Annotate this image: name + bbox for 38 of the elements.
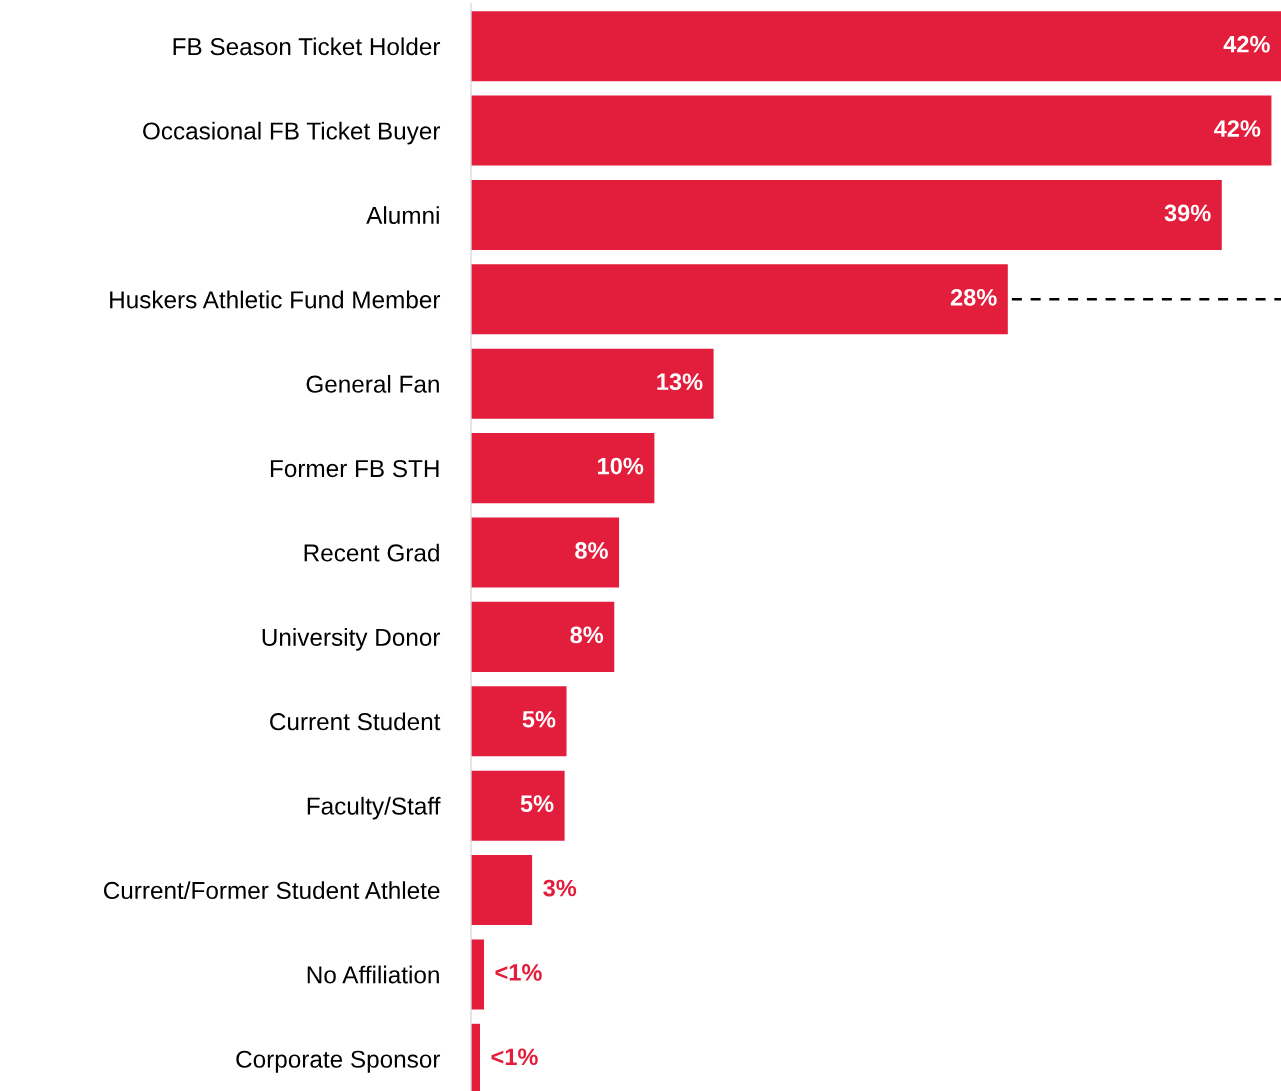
bar xyxy=(471,179,1222,250)
bar xyxy=(471,95,1272,166)
y-tick-label: Huskers Athletic Fund Member xyxy=(110,290,441,309)
y-tick-label: Recent Grad xyxy=(304,543,439,562)
bar xyxy=(471,348,714,419)
data-label: 28% xyxy=(950,288,997,306)
y-tick-label: No Affiliation xyxy=(307,965,439,984)
bar xyxy=(471,11,1281,82)
y-tick-label: University Donor xyxy=(262,628,441,651)
data-label: 5% xyxy=(520,795,554,812)
bar xyxy=(471,264,1008,335)
y-tick-label: Occasional FB Ticket Buyer xyxy=(143,121,441,145)
data-label: 8% xyxy=(575,542,608,559)
y-tick-label: Current Student xyxy=(270,712,441,731)
y-tick-label: General Fan xyxy=(306,374,439,393)
bar xyxy=(471,939,484,1010)
data-label: 10% xyxy=(598,457,644,475)
data-label: 13% xyxy=(657,373,703,391)
data-label: 8% xyxy=(570,626,604,644)
y-tick-label: Alumni xyxy=(366,206,439,225)
data-label: 42% xyxy=(1214,120,1261,137)
y-tick-label: Current/Former Student Athlete xyxy=(103,881,440,900)
bar xyxy=(471,601,615,672)
data-label: <1% xyxy=(495,964,542,981)
data-label: <1% xyxy=(491,1048,538,1066)
bar xyxy=(471,770,565,841)
data-label: 42% xyxy=(1223,35,1270,53)
y-tick-label: Former FB STH xyxy=(270,459,439,478)
y-tick-label: FB Season Ticket Holder xyxy=(173,37,441,56)
data-label: 39% xyxy=(1164,204,1211,222)
bar xyxy=(471,517,620,588)
bar xyxy=(471,686,567,757)
bar xyxy=(471,855,533,926)
y-tick-label: Faculty/Staff xyxy=(307,796,441,820)
data-label: 3% xyxy=(543,879,577,897)
y-tick-label: Corporate Sponsor xyxy=(236,1050,441,1073)
bar xyxy=(471,433,655,504)
data-label: 5% xyxy=(522,710,556,728)
